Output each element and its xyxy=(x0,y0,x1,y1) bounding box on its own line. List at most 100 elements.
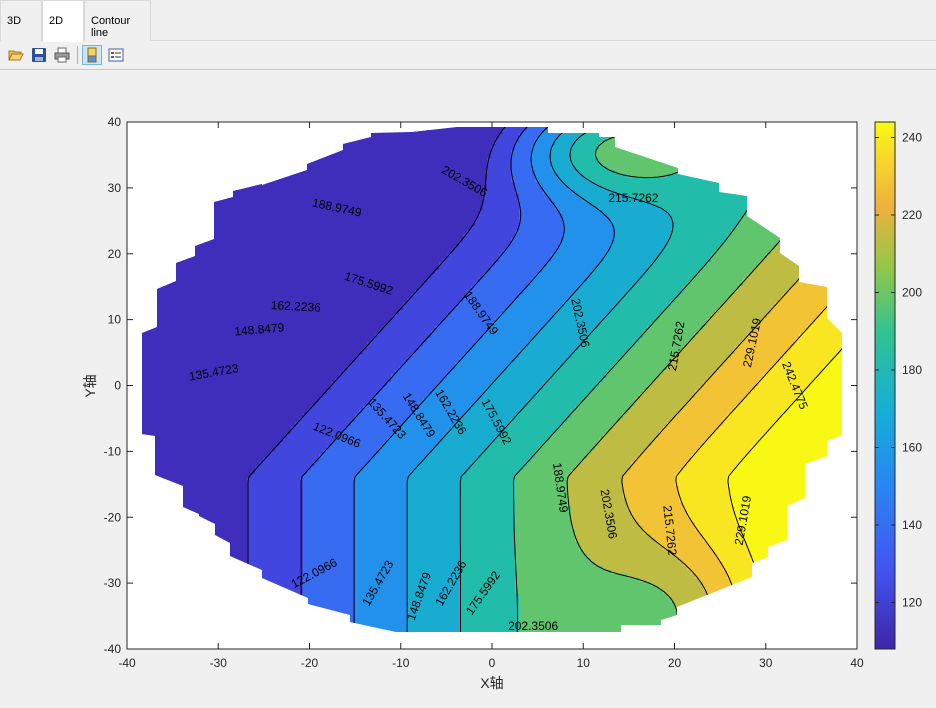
contour-cell xyxy=(191,350,196,355)
contour-cell xyxy=(171,470,176,475)
contour-cell xyxy=(219,342,224,347)
contour-cell xyxy=(179,270,184,275)
contour-cell xyxy=(247,334,252,339)
contour-cell xyxy=(223,490,228,495)
save-button[interactable] xyxy=(29,45,49,65)
contour-cell xyxy=(147,338,152,343)
contour-cell xyxy=(183,354,188,359)
contour-cell xyxy=(219,526,224,531)
contour-cell xyxy=(203,418,208,423)
contour-cell xyxy=(223,362,228,367)
contour-cell xyxy=(179,322,184,327)
contour-cell xyxy=(259,334,264,339)
contour-cell xyxy=(183,414,188,419)
contour-cell xyxy=(243,362,248,367)
contour-cell xyxy=(227,366,232,371)
contour-cell xyxy=(203,494,208,499)
contour-cell xyxy=(259,566,264,571)
contour-cell xyxy=(263,318,268,323)
contour-cell xyxy=(215,386,220,391)
contour-cell xyxy=(243,482,248,487)
contour-cell xyxy=(142,334,144,339)
contour-cell xyxy=(219,254,224,259)
contour-cell xyxy=(267,302,272,307)
contour-cell xyxy=(227,270,232,275)
contour-cell xyxy=(251,278,256,283)
contour-cell xyxy=(219,450,224,455)
contour-cell xyxy=(175,350,180,355)
contour-cell xyxy=(203,254,208,259)
contour-cell xyxy=(167,346,172,351)
contour-cell xyxy=(267,202,272,207)
colorbar-toggle-button[interactable] xyxy=(82,45,102,65)
contour-cell xyxy=(255,494,260,499)
contour-cell xyxy=(235,554,240,559)
contour-cell xyxy=(163,394,168,399)
contour-cell xyxy=(142,410,144,415)
contour-cell xyxy=(255,498,260,503)
contour-cell xyxy=(203,394,208,399)
contour-cell xyxy=(263,298,268,303)
contour-cell xyxy=(207,282,212,287)
contour-cell xyxy=(243,510,248,515)
contour-cell xyxy=(147,394,152,399)
contour-cell xyxy=(175,306,180,311)
contour-cell xyxy=(187,258,192,263)
contour-cell xyxy=(187,326,192,331)
contour-cell xyxy=(159,402,164,407)
contour-cell xyxy=(179,314,184,319)
contour-cell xyxy=(263,294,268,299)
contour-cell xyxy=(219,214,224,219)
tab-contour-line[interactable]: Contour line xyxy=(84,0,151,41)
contour-cell xyxy=(263,262,268,267)
contour-cell xyxy=(167,286,172,291)
contour-cell xyxy=(155,466,160,471)
contour-cell xyxy=(227,206,232,211)
contour-cell xyxy=(247,482,252,487)
tab-3d[interactable]: 3D xyxy=(0,0,42,41)
contour-cell xyxy=(171,402,176,407)
contour-cell xyxy=(227,358,232,363)
contour-cell xyxy=(251,414,256,419)
legend-toggle-button[interactable] xyxy=(106,45,126,65)
contour-cell xyxy=(259,498,264,503)
open-button[interactable] xyxy=(6,45,26,65)
contour-cell xyxy=(235,418,240,423)
contour-cell xyxy=(211,258,216,263)
contour-cell xyxy=(171,362,176,367)
contour-cell xyxy=(267,506,272,511)
contour-cell xyxy=(247,318,252,323)
contour-cell xyxy=(243,238,248,243)
contour-cell xyxy=(183,346,188,351)
contour-cell xyxy=(255,262,260,267)
contour-cell xyxy=(151,422,156,427)
contour-cell xyxy=(179,370,184,375)
contour-cell xyxy=(151,354,156,359)
contour-cell xyxy=(231,510,236,515)
contour-cell xyxy=(251,202,256,207)
contour-cell xyxy=(191,318,196,323)
contour-cell xyxy=(187,318,192,323)
contour-cell xyxy=(271,294,276,299)
contour-cell xyxy=(191,286,196,291)
contour-cell xyxy=(271,570,276,575)
contour-cell xyxy=(223,434,228,439)
contour-cell xyxy=(199,466,204,471)
tab-2d[interactable]: 2D xyxy=(42,0,84,42)
contour-cell xyxy=(219,206,224,211)
contour-cell xyxy=(251,562,256,567)
contour-cell xyxy=(247,422,252,427)
contour-cell xyxy=(203,258,208,263)
contour-cell xyxy=(183,334,188,339)
contour-cell xyxy=(211,298,216,303)
contour-cell xyxy=(179,474,184,479)
contour-cell xyxy=(211,442,216,447)
contour-cell xyxy=(211,266,216,271)
legend-toggle-icon xyxy=(108,48,124,62)
print-button[interactable] xyxy=(52,45,72,65)
contour-cell xyxy=(195,278,200,283)
contour-cell xyxy=(215,258,220,263)
contour-cell xyxy=(219,282,224,287)
contour-cell xyxy=(271,374,276,379)
contour-cell xyxy=(251,502,256,507)
